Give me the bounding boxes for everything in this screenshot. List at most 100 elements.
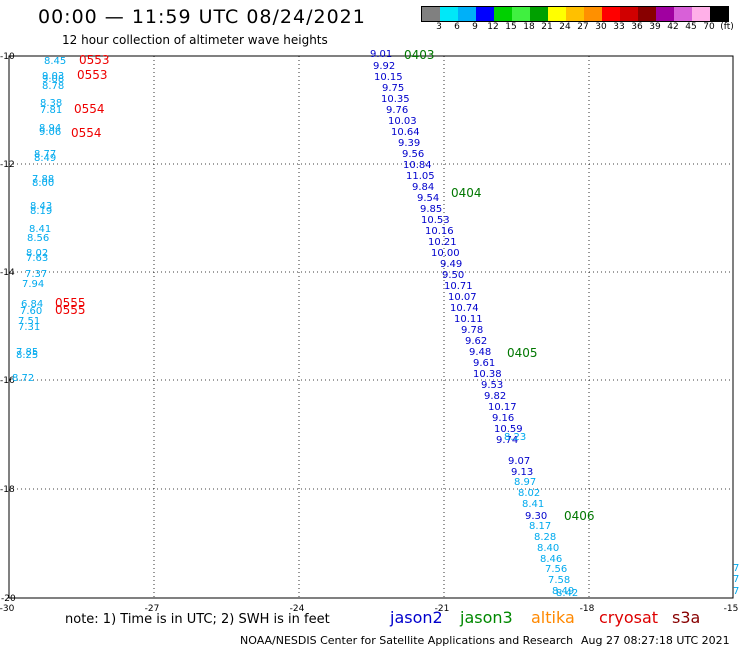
wave-height-label-altika: 8.97	[514, 477, 536, 488]
color-swatch-9	[584, 7, 602, 21]
wave-height-label-left: 8.19	[30, 206, 52, 217]
wave-height-label-left: 8.00	[32, 178, 54, 189]
color-swatch-16	[710, 7, 728, 21]
wave-height-label-jason2: 10.64	[391, 127, 420, 138]
color-scale-label: 21	[541, 22, 553, 32]
color-swatch-13	[656, 7, 674, 21]
color-scale-label: 3	[436, 22, 442, 32]
legend-jason3: jason3	[460, 608, 513, 627]
color-scale-label: 39	[649, 22, 661, 32]
color-swatch-7	[548, 7, 566, 21]
color-swatch-2	[458, 7, 476, 21]
wave-height-label-jason2: 10.38	[473, 369, 502, 380]
wave-height-label-jason2: 9.16	[492, 413, 514, 424]
wave-height-label-jason2: 9.84	[412, 182, 434, 193]
color-scale-label: 30	[595, 22, 607, 32]
color-scale-label: 42	[667, 22, 679, 32]
wave-height-label-jason2: 9.54	[417, 193, 439, 204]
color-swatch-6	[530, 7, 548, 21]
wave-height-label-left: 8.77	[34, 149, 56, 160]
wave-height-label-left: 8.02	[26, 248, 48, 259]
wave-height-label-jason2: 9.92	[373, 61, 395, 72]
wave-height-label-left: 7.88	[32, 174, 54, 185]
pass-time-label: 0406	[564, 509, 595, 523]
wave-height-label-altika: 8.23	[504, 432, 526, 443]
y-tick-label: -18	[0, 485, 15, 495]
y-tick-label: -16	[0, 376, 15, 386]
wave-height-label-jason2: 9.39	[398, 138, 420, 149]
color-scale-label: 27	[577, 22, 589, 32]
wave-height-label-left: 8.56	[27, 233, 49, 244]
wave-height-label-altika: 8.49	[552, 586, 574, 597]
pass-time-label: 0404	[451, 186, 482, 200]
color-scale-label: (ft)	[720, 22, 734, 32]
wave-height-label-altika: 8.40	[537, 543, 559, 554]
wave-height-label-jason2: 10.17	[488, 402, 517, 413]
wave-height-label-left: 6.84	[21, 299, 43, 310]
footer-organization: NOAA/NESDIS Center for Satellite Applica…	[240, 634, 574, 647]
wave-height-label-left: 7.51	[18, 316, 40, 327]
wave-height-label-jason2: 10.74	[450, 303, 479, 314]
wave-height-label-jason2: 9.76	[386, 105, 408, 116]
wave-height-label-jason2: 9.50	[442, 270, 464, 281]
color-swatch-10	[602, 7, 620, 21]
y-tick-label: -14	[0, 268, 15, 278]
wave-height-label-left: 7.37	[25, 269, 47, 280]
wave-height-label-right-edge: 7.	[733, 563, 740, 574]
pass-time-label-left: 0555	[55, 296, 86, 310]
color-scale-label: 70	[703, 22, 715, 32]
legend-altika: altika	[531, 608, 575, 627]
legend-jason2: jason2	[390, 608, 443, 627]
wave-height-label-left: 8.25	[16, 350, 38, 361]
color-swatch-5	[512, 7, 530, 21]
color-scale-label: 24	[559, 22, 571, 32]
wave-height-label-jason2: 10.15	[374, 72, 403, 83]
wave-height-label-altika: 7.56	[545, 564, 567, 575]
wave-height-label-altika: 8.46	[540, 554, 562, 565]
pass-time-label-left: 0555	[55, 303, 86, 317]
wave-height-label-left: 8.43	[30, 201, 52, 212]
wave-height-label-jason2: 9.13	[511, 467, 533, 478]
color-swatch-4	[494, 7, 512, 21]
wave-height-label-jason2: 9.30	[525, 511, 547, 522]
y-tick-label: -10	[0, 52, 15, 62]
wave-height-label-jason2: 10.07	[448, 292, 477, 303]
wave-height-label-left: 8.45	[44, 56, 66, 67]
color-swatch-1	[440, 7, 458, 21]
pass-time-label-left: 0553	[79, 53, 110, 67]
wave-height-label-left: 7.81	[40, 105, 62, 116]
wave-height-label-jason2: 9.48	[469, 347, 491, 358]
wave-height-label-jason2: 10.16	[425, 226, 454, 237]
wave-height-label-jason2: 9.01	[370, 49, 392, 60]
x-tick-label: -24	[290, 604, 305, 614]
wave-height-label-left: 9.03	[42, 71, 64, 82]
x-tick-label: -15	[724, 604, 739, 614]
footer-note: note: 1) Time is in UTC; 2) SWH is in fe…	[65, 612, 330, 627]
wave-height-label-left: 9.08	[42, 74, 64, 85]
color-scale-label: 9	[472, 22, 478, 32]
wave-height-label-jason2: 9.61	[473, 358, 495, 369]
wave-height-label-left: 7.31	[18, 322, 40, 333]
x-tick-label: -30	[0, 604, 15, 614]
color-scale-label: 45	[685, 22, 697, 32]
wave-height-label-altika: 8.17	[529, 521, 551, 532]
x-tick-label: -27	[145, 604, 160, 614]
wave-height-label-jason2: 9.85	[420, 204, 442, 215]
wave-height-label-left: 8.41	[29, 224, 51, 235]
wave-height-label-left: 7.94	[22, 279, 44, 290]
color-scale-label: 12	[487, 22, 499, 32]
footer-timestamp: Aug 27 08:27:18 UTC 2021	[581, 634, 730, 647]
wave-height-label-jason2: 11.05	[406, 171, 435, 182]
wave-height-label-right-edge: 7.	[733, 574, 740, 585]
wave-height-label-jason2: 10.71	[444, 281, 473, 292]
wave-height-label-jason2: 9.07	[508, 456, 530, 467]
wave-height-label-altika: 8.28	[534, 532, 556, 543]
color-swatch-8	[566, 7, 584, 21]
wave-height-label-left: 8.78	[42, 81, 64, 92]
color-swatch-12	[638, 7, 656, 21]
wave-height-label-jason2: 10.21	[428, 237, 457, 248]
color-swatch-0	[422, 7, 440, 21]
wave-height-label-jason2: 10.11	[454, 314, 483, 325]
wave-height-label-left: 8.49	[34, 153, 56, 164]
wave-height-label-altika: 8.42	[556, 588, 578, 599]
